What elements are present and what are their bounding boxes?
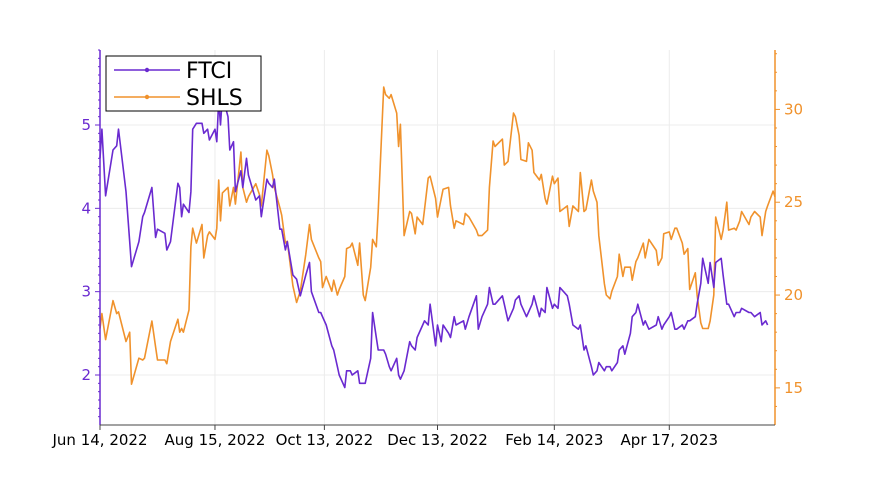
x-tick-label: Jun 14, 2022 bbox=[51, 431, 147, 449]
y-right-tick-label: 20 bbox=[784, 286, 803, 304]
legend-label-shls: SHLS bbox=[186, 86, 243, 111]
y-left-tick-label: 5 bbox=[81, 116, 91, 134]
legend-label-ftci: FTCI bbox=[186, 59, 232, 84]
x-tick-label: Dec 13, 2022 bbox=[387, 431, 488, 449]
x-tick-label: Apr 17, 2023 bbox=[621, 431, 719, 449]
legend-box bbox=[105, 55, 262, 112]
legend-marker-ftci bbox=[144, 67, 150, 73]
y-left-tick-label: 2 bbox=[81, 366, 91, 384]
y-right-tick-label: 25 bbox=[784, 193, 803, 211]
series-line-shls bbox=[99, 86, 776, 385]
x-tick-label: Oct 13, 2022 bbox=[276, 431, 374, 449]
y-left-tick-label: 4 bbox=[81, 199, 91, 217]
x-tick-label: Aug 15, 2022 bbox=[165, 431, 266, 449]
axes: Jun 14, 2022 Aug 15, 2022 Oct 13, 2022 Dec … bbox=[51, 49, 803, 449]
legend-marker-shls bbox=[144, 94, 150, 100]
series-line-ftci bbox=[99, 95, 769, 389]
y-right-tick-label: 15 bbox=[784, 379, 803, 397]
x-tick-label: Feb 14, 2023 bbox=[505, 431, 603, 449]
y-left-tick-label: 3 bbox=[81, 283, 91, 301]
y-right-tick-label: 30 bbox=[784, 100, 803, 118]
grid-lines bbox=[99, 50, 775, 425]
